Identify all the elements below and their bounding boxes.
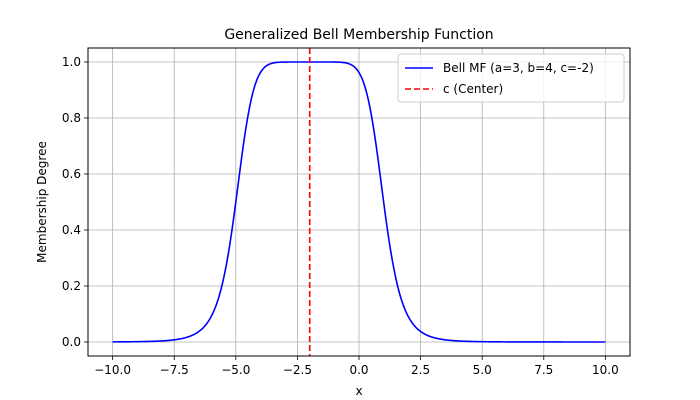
legend: Bell MF (a=3, b=4, c=-2) c (Center): [398, 54, 624, 102]
x-axis-label: x: [355, 384, 362, 398]
y-tick-label: 0.0: [62, 335, 81, 349]
x-tick-label: −2.5: [283, 363, 312, 377]
chart-title: Generalized Bell Membership Function: [224, 27, 493, 43]
x-tick-label: −7.5: [160, 363, 189, 377]
x-tick-label: 5.0: [473, 363, 492, 377]
x-tick-label: −5.0: [221, 363, 250, 377]
y-tick-label: 1.0: [62, 55, 81, 69]
x-tick-label: −10.0: [94, 363, 131, 377]
legend-label-center: c (Center): [443, 82, 503, 96]
x-tick-label: 2.5: [411, 363, 430, 377]
x-tick-label: 10.0: [592, 363, 619, 377]
legend-label-bell: Bell MF (a=3, b=4, c=-2): [443, 61, 594, 75]
y-tick-label: 0.6: [62, 167, 81, 181]
x-tick-label: 7.5: [534, 363, 553, 377]
y-tick-label: 0.2: [62, 279, 81, 293]
y-axis-label: Membership Degree: [35, 141, 49, 263]
x-tick-label: 0.0: [349, 363, 368, 377]
y-tick-label: 0.8: [62, 111, 81, 125]
y-tick-label: 0.4: [62, 223, 81, 237]
